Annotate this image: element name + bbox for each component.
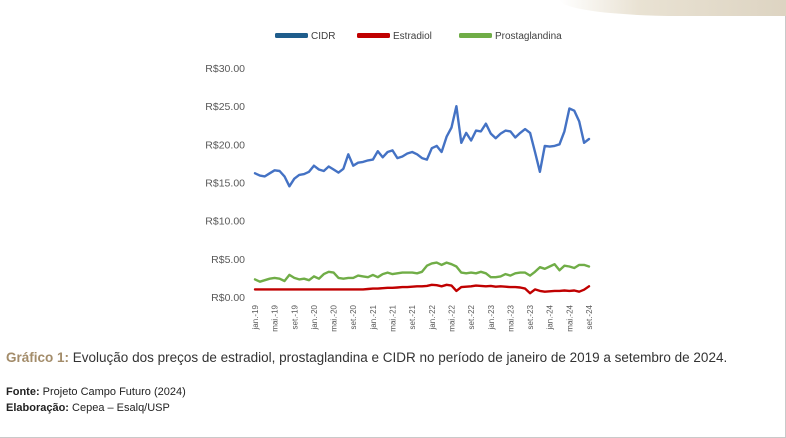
x-tick-label: set.-21 (408, 304, 417, 329)
legend-label-prostaglandina: Prostaglandina (495, 31, 562, 42)
header-decoration (560, 0, 786, 16)
elaboration-line: Elaboração: Cepea – Esalq/USP (6, 402, 170, 414)
x-tick-label: jan.-20 (310, 304, 319, 330)
x-tick-label: mai.-24 (565, 304, 574, 331)
x-tick-label: jan.-22 (428, 304, 437, 330)
source-line: Fonte: Projeto Campo Futuro (2024) (6, 386, 186, 398)
chart-legend: CIDR Estradiol Prostaglandina (275, 31, 562, 42)
x-tick-label: mai.-21 (389, 304, 398, 331)
y-tick-label: R$20.00 (205, 139, 245, 151)
series-line-estradiol (253, 283, 591, 295)
x-tick-label: set.-22 (467, 304, 476, 329)
y-tick-label: R$30.00 (205, 63, 245, 75)
caption-label: Gráfico 1: (6, 350, 70, 365)
series-line-cidr (253, 105, 591, 188)
x-tick-label: set.-24 (585, 304, 594, 329)
figure-caption: Gráfico 1: Evolução dos preços de estrad… (6, 350, 776, 365)
caption-text: Evolução dos preços de estradiol, prosta… (69, 350, 728, 365)
elaboration-text: Cepea – Esalq/USP (68, 402, 170, 414)
x-tick-label: jan.-19 (251, 304, 260, 330)
elaboration-label: Elaboração: (6, 402, 69, 414)
x-tick-label: jan.-21 (369, 304, 378, 330)
x-tick-label: mai.-22 (447, 304, 456, 331)
x-tick-label: jan.-24 (546, 304, 555, 330)
series-line-prostaglandina (253, 261, 591, 283)
legend-swatch-prostaglandina (459, 33, 492, 38)
x-axis: jan.-19 mai.-19 set.-19 jan.-20 mai.-20 set.-… (251, 304, 594, 331)
source-label: Fonte: (6, 386, 40, 398)
legend-swatch-estradiol (357, 33, 390, 38)
plot-area (253, 105, 591, 295)
legend-label-estradiol: Estradiol (393, 31, 432, 42)
x-tick-label: mai.-20 (330, 304, 339, 331)
y-tick-label: R$15.00 (205, 178, 245, 190)
legend-label-cidr: CIDR (311, 31, 335, 42)
x-tick-label: mai.-19 (271, 304, 280, 331)
x-tick-label: set.-19 (290, 304, 299, 329)
x-tick-label: mai.-23 (506, 304, 515, 331)
x-tick-label: set.-23 (526, 304, 535, 329)
legend-swatch-cidr (275, 33, 308, 38)
y-tick-label: R$10.00 (205, 216, 245, 228)
y-tick-label: R$5.00 (211, 254, 245, 266)
price-line-chart: CIDR Estradiol Prostaglandina R$30.00 R$25.… (205, 31, 594, 332)
y-axis: R$30.00 R$25.00 R$20.00 R$15.00 R$10.00 R$5.0… (205, 63, 245, 304)
source-text: Projeto Campo Futuro (2024) (39, 386, 186, 398)
y-tick-label: R$25.00 (205, 101, 245, 113)
x-tick-label: set.-20 (349, 304, 358, 329)
x-tick-label: jan.-23 (487, 304, 496, 330)
y-tick-label: R$0.00 (211, 292, 245, 304)
